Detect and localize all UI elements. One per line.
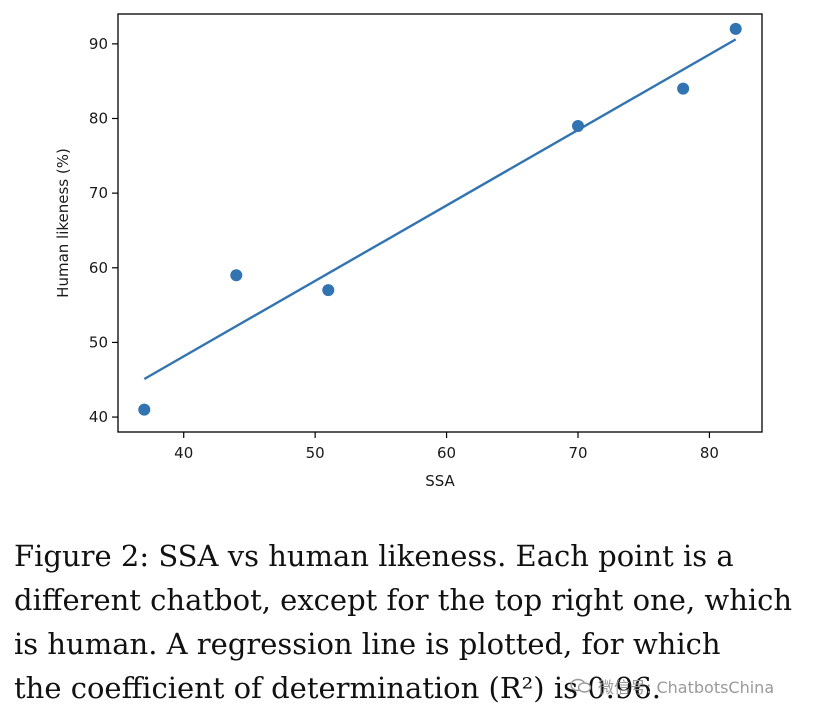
- caption-line: is human. A regression line is plotted, …: [14, 627, 721, 661]
- data-points: [138, 22, 742, 416]
- watermark-text: 微信号: ChatbotsChina: [598, 678, 775, 697]
- x-tick-label: 70: [568, 444, 587, 462]
- data-point: [677, 82, 690, 95]
- data-point: [230, 269, 243, 282]
- x-axis-label: SSA: [425, 472, 455, 490]
- x-tick-label: 80: [700, 444, 719, 462]
- figure-caption: Figure 2: SSA vs human likeness. Each po…: [14, 534, 826, 710]
- y-tick-label: 70: [89, 184, 108, 202]
- wechat-icon: [570, 678, 592, 693]
- data-point: [322, 284, 335, 297]
- regression-line: [143, 38, 737, 381]
- scatter-chart: 40 50 60 70 80 40 50 60 70 80 90 SSA Human likenes…: [54, 13, 763, 490]
- y-tick-label: 50: [89, 333, 108, 351]
- y-axis-label: Human likeness (%): [54, 148, 72, 298]
- data-point: [138, 403, 151, 416]
- x-tick-label: 40: [174, 444, 193, 462]
- y-tick-label: 40: [89, 408, 108, 426]
- watermark: 微信号: ChatbotsChina: [570, 674, 774, 698]
- y-tick-label: 60: [89, 259, 108, 277]
- data-point: [729, 22, 742, 35]
- axis-ticks: 40 50 60 70 80 40 50 60 70 80 90: [89, 35, 719, 462]
- caption-line: different chatbot, except for the top ri…: [14, 583, 793, 617]
- y-tick-label: 90: [89, 35, 108, 53]
- x-tick-label: 60: [437, 444, 456, 462]
- y-tick-label: 80: [89, 110, 108, 128]
- x-tick-label: 50: [306, 444, 325, 462]
- plot-frame: [117, 13, 763, 433]
- caption-line: Figure 2: SSA vs human likeness. Each po…: [14, 539, 734, 573]
- data-point: [572, 119, 584, 132]
- caption-line: the coefficient of determination (R²) is…: [14, 671, 661, 705]
